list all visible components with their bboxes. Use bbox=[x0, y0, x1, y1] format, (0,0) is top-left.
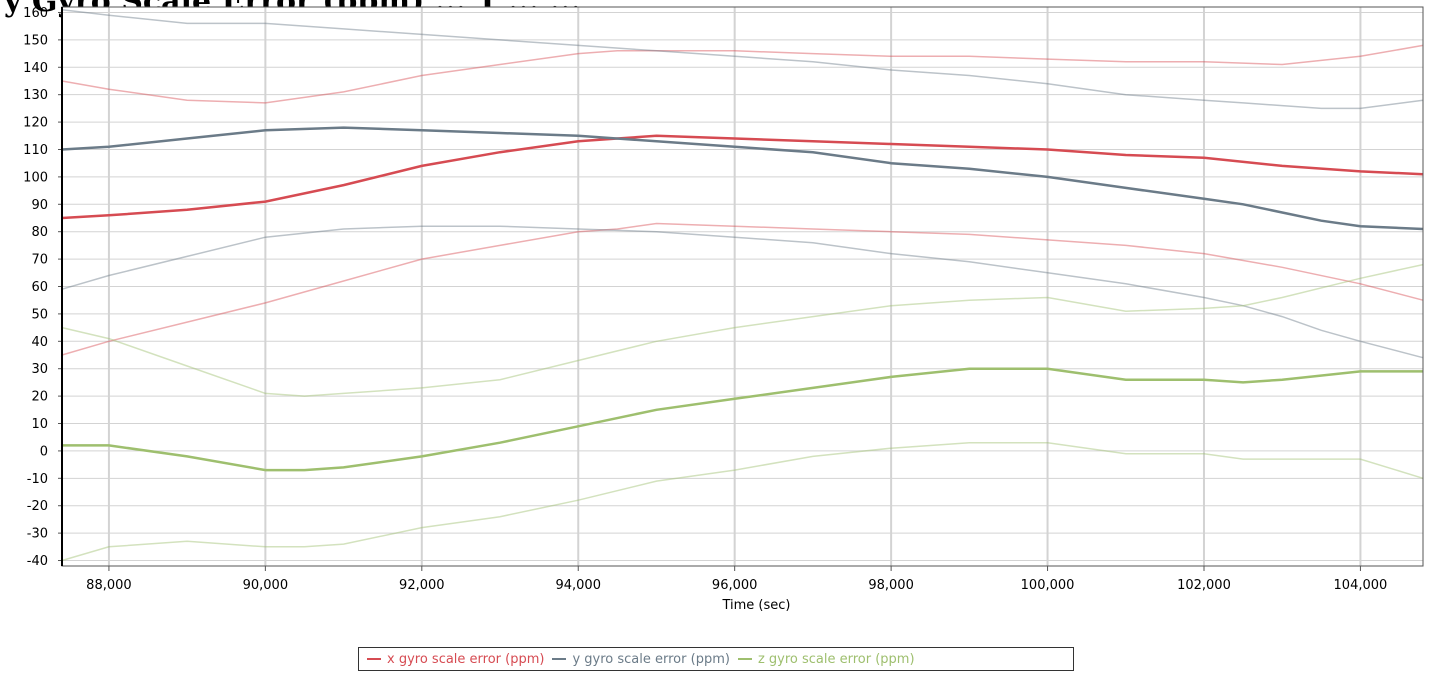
legend-swatch bbox=[737, 658, 752, 660]
x-tick-label: 98,000 bbox=[868, 578, 914, 593]
legend-label: z gyro scale error (ppm) bbox=[757, 651, 915, 667]
y-tick-label: 110 bbox=[23, 143, 48, 158]
y-tick-label: -10 bbox=[27, 472, 48, 487]
legend-label: y gyro scale error (ppm) bbox=[572, 651, 730, 667]
x-tick-label: 104,000 bbox=[1334, 578, 1388, 593]
y-tick-label: 100 bbox=[23, 170, 48, 185]
y-tick-label: 80 bbox=[31, 225, 48, 240]
legend-item[interactable]: x gyro scale error (ppm) bbox=[367, 652, 544, 667]
series-line bbox=[62, 367, 1423, 472]
y-tick-label: 0 bbox=[40, 444, 48, 459]
x-axis-title: Time (sec) bbox=[721, 598, 790, 613]
y-tick-label: 120 bbox=[23, 116, 48, 131]
y-tick-label: 150 bbox=[23, 33, 48, 48]
series-x-gyro bbox=[61, 44, 1424, 356]
y-tick-label: 160 bbox=[23, 6, 48, 21]
legend-item[interactable]: y gyro scale error (ppm) bbox=[552, 651, 730, 667]
series-lower-bound-line bbox=[61, 222, 1424, 356]
y-tick-label: 60 bbox=[31, 280, 48, 295]
y-tick-label: 10 bbox=[31, 417, 48, 432]
legend: x gyro scale error (ppm) y gyro scale err… bbox=[358, 647, 1074, 671]
series-lower-bound-line bbox=[61, 441, 1424, 562]
series-lower-bound-line bbox=[61, 225, 1424, 359]
y-tick-label: 50 bbox=[31, 307, 48, 322]
series-upper-bound-line bbox=[61, 8, 1424, 110]
y-tick-label: -20 bbox=[27, 499, 48, 514]
series-line bbox=[61, 134, 1424, 220]
y-tick-label: 70 bbox=[31, 253, 48, 268]
y-tick-label: -30 bbox=[27, 527, 48, 542]
x-tick-label: 100,000 bbox=[1021, 578, 1075, 593]
series-layer bbox=[61, 8, 1424, 562]
y-tick-label: 30 bbox=[31, 362, 48, 377]
tick-labels: -40 -30 -20 -10 0 10 20 30 40 50 60 70 80 90 100 110 120… bbox=[23, 6, 1387, 593]
y-tick-label: 90 bbox=[31, 198, 48, 213]
y-tick-label: -40 bbox=[27, 554, 48, 569]
x-tick-label: 94,000 bbox=[555, 578, 601, 593]
legend-swatch bbox=[552, 658, 567, 660]
legend-item[interactable]: z gyro scale error (ppm) bbox=[737, 651, 915, 667]
series-line bbox=[61, 126, 1424, 231]
axes bbox=[58, 6, 1424, 571]
y-tick-label: 140 bbox=[23, 61, 48, 76]
x-tick-label: 92,000 bbox=[399, 578, 445, 593]
x-tick-label: 88,000 bbox=[86, 578, 132, 593]
y-tick-label: 20 bbox=[31, 390, 48, 405]
legend-swatch bbox=[367, 658, 381, 660]
x-tick-label: 90,000 bbox=[243, 578, 289, 593]
x-tick-label: 102,000 bbox=[1177, 578, 1231, 593]
series-z-gyro bbox=[61, 263, 1424, 562]
series-upper-bound-line bbox=[61, 44, 1424, 104]
series-upper-bound-line bbox=[61, 263, 1424, 397]
y-tick-label: 40 bbox=[31, 335, 48, 350]
chart: -40 -30 -20 -10 0 10 20 30 40 50 60 70 80 90 100 110 120… bbox=[23, 6, 1424, 613]
y-tick-label: 130 bbox=[23, 88, 48, 103]
series-y-gyro bbox=[61, 8, 1424, 359]
x-tick-label: 96,000 bbox=[712, 578, 758, 593]
grid bbox=[62, 7, 1423, 566]
legend-label: x gyro scale error (ppm) bbox=[387, 651, 545, 667]
